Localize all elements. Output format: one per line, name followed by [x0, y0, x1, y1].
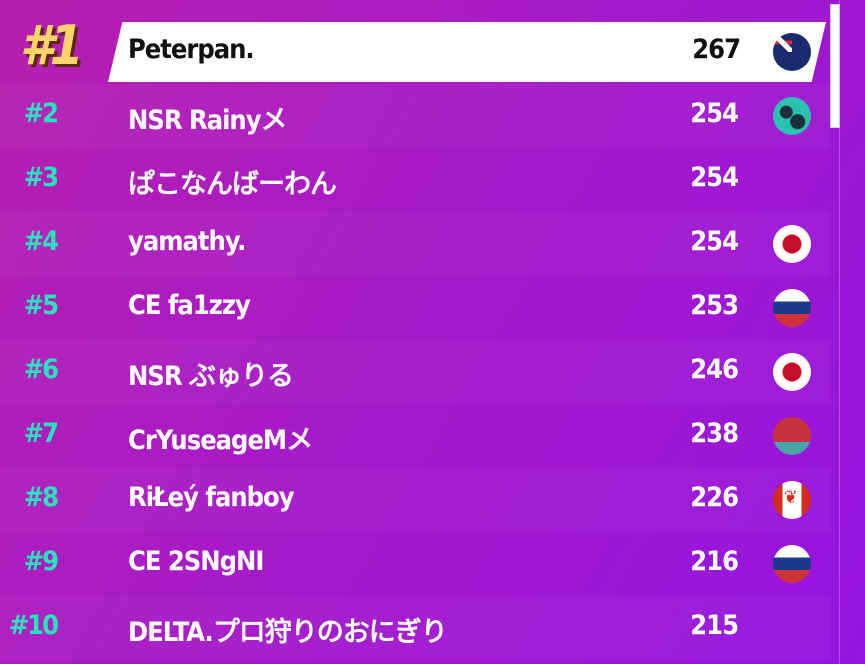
player-name: Peterpan.	[128, 34, 255, 65]
player-score: 215	[690, 610, 739, 641]
player-rank: #3	[23, 162, 59, 193]
japan-flag-icon	[773, 225, 811, 263]
player-name: CrYuseageMメ	[128, 425, 313, 456]
player-name: RiŁeý fanboy	[128, 482, 295, 513]
leaderboard-row-7[interactable]: #7 CrYuseageMメ 238	[0, 404, 830, 468]
player-name: yamathy.	[128, 226, 246, 257]
leaderboard-row-2[interactable]: #2 NSR Rainyメ 254	[0, 84, 830, 148]
player-rank: #9	[23, 546, 59, 577]
player-score: 226	[690, 482, 739, 513]
leaderboard-row-1[interactable]: Peterpan. 267	[108, 22, 826, 82]
scrollbar-thumb[interactable]	[830, 4, 840, 128]
player-name: ぱこなんばーわん	[128, 169, 337, 200]
player-score: 254	[690, 226, 739, 257]
player-name: DELTA.プロ狩りのおにぎり	[128, 617, 448, 648]
globe-flag-icon	[773, 97, 811, 135]
player-score: 253	[690, 290, 739, 321]
leaderboard-row-5[interactable]: #5 CE fa1zzy 253	[0, 276, 830, 340]
player-rank: #7	[23, 418, 59, 449]
player-rank: #2	[23, 98, 59, 129]
russia-flag-icon	[773, 289, 811, 327]
player-name: NSR Rainyメ	[128, 105, 288, 136]
player-score: 238	[690, 418, 739, 449]
player-rank: #8	[23, 482, 59, 513]
player-rank: #4	[23, 226, 59, 257]
player-rank: #5	[23, 290, 59, 321]
player-name: NSR ぶゅりる	[128, 361, 294, 392]
russia-flag-icon	[773, 545, 811, 583]
leaderboard-row-3[interactable]: #3 ぱこなんばーわん 254	[0, 148, 830, 212]
player-rank: #10	[8, 610, 59, 641]
player-name: CE 2SNgNI	[128, 546, 264, 577]
scroll-track	[839, 0, 840, 664]
japan-flag-icon	[773, 353, 811, 391]
player-score: 254	[690, 162, 739, 193]
leaderboard-row-10[interactable]: #10 DELTA.プロ狩りのおにぎり 215	[0, 596, 830, 660]
leaderboard-row-6[interactable]: #6 NSR ぶゅりる 246	[0, 340, 830, 404]
canada-flag-icon	[773, 481, 811, 519]
player-rank: #6	[23, 354, 59, 385]
leaderboard-row-4[interactable]: #4 yamathy. 254	[0, 212, 830, 276]
belarus-flag-icon	[773, 417, 811, 455]
player-score: 216	[690, 546, 739, 577]
leaderboard-row-8[interactable]: #8 RiŁeý fanboy 226	[0, 468, 830, 532]
australia-flag-icon	[773, 33, 811, 71]
player-score: 246	[690, 354, 739, 385]
leaderboard-row-9[interactable]: #9 CE 2SNgNI 216	[0, 532, 830, 596]
player-name: CE fa1zzy	[128, 290, 251, 321]
player-score: 254	[690, 98, 739, 129]
rank-1-badge: #1	[20, 14, 84, 77]
player-score: 267	[692, 34, 741, 65]
